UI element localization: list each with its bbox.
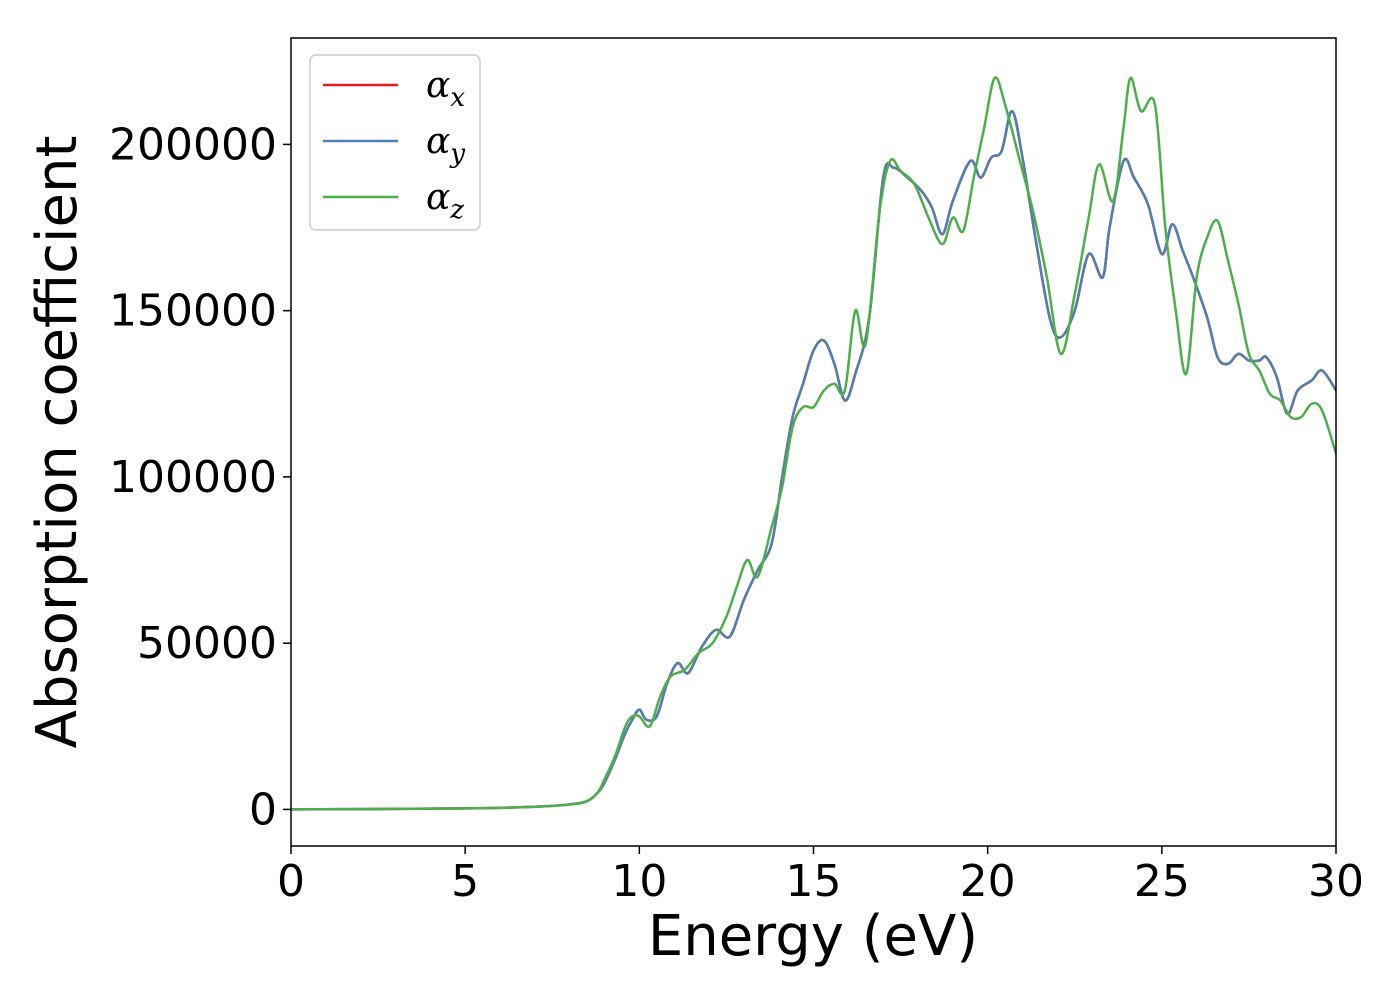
x-tick-label: 15 <box>786 856 842 907</box>
legend-box <box>309 54 481 231</box>
x-tick-label: 25 <box>1134 856 1190 907</box>
x-tick-label: 20 <box>960 856 1016 907</box>
legend-label-y: αy <box>426 121 465 169</box>
x-tick-label: 0 <box>277 856 305 907</box>
y-tick-label: 200000 <box>109 119 277 170</box>
legend: αx αy αz <box>309 54 481 231</box>
legend-label-x: αx <box>426 65 465 113</box>
y-axis-title: Absorption coefficient <box>25 136 90 749</box>
y-tick-label: 50000 <box>137 618 277 669</box>
series-layer <box>291 76 1336 811</box>
x-axis-title: Energy (eV) <box>648 904 978 969</box>
x-tick-label: 30 <box>1308 856 1364 907</box>
y-tick-label: 150000 <box>109 286 277 337</box>
x-tick-label: 5 <box>451 856 479 907</box>
series-line-y <box>291 109 1336 811</box>
x-tick-label: 10 <box>611 856 667 907</box>
series-line-z <box>291 76 1336 811</box>
y-axis-ticks: 0 50000 100000 150000 200000 <box>109 119 291 835</box>
x-axis-ticks: 0 5 10 15 20 25 30 <box>277 846 1364 907</box>
y-tick-label: 100000 <box>109 452 277 503</box>
legend-label-z: αz <box>426 177 464 225</box>
y-tick-label: 0 <box>249 784 277 835</box>
